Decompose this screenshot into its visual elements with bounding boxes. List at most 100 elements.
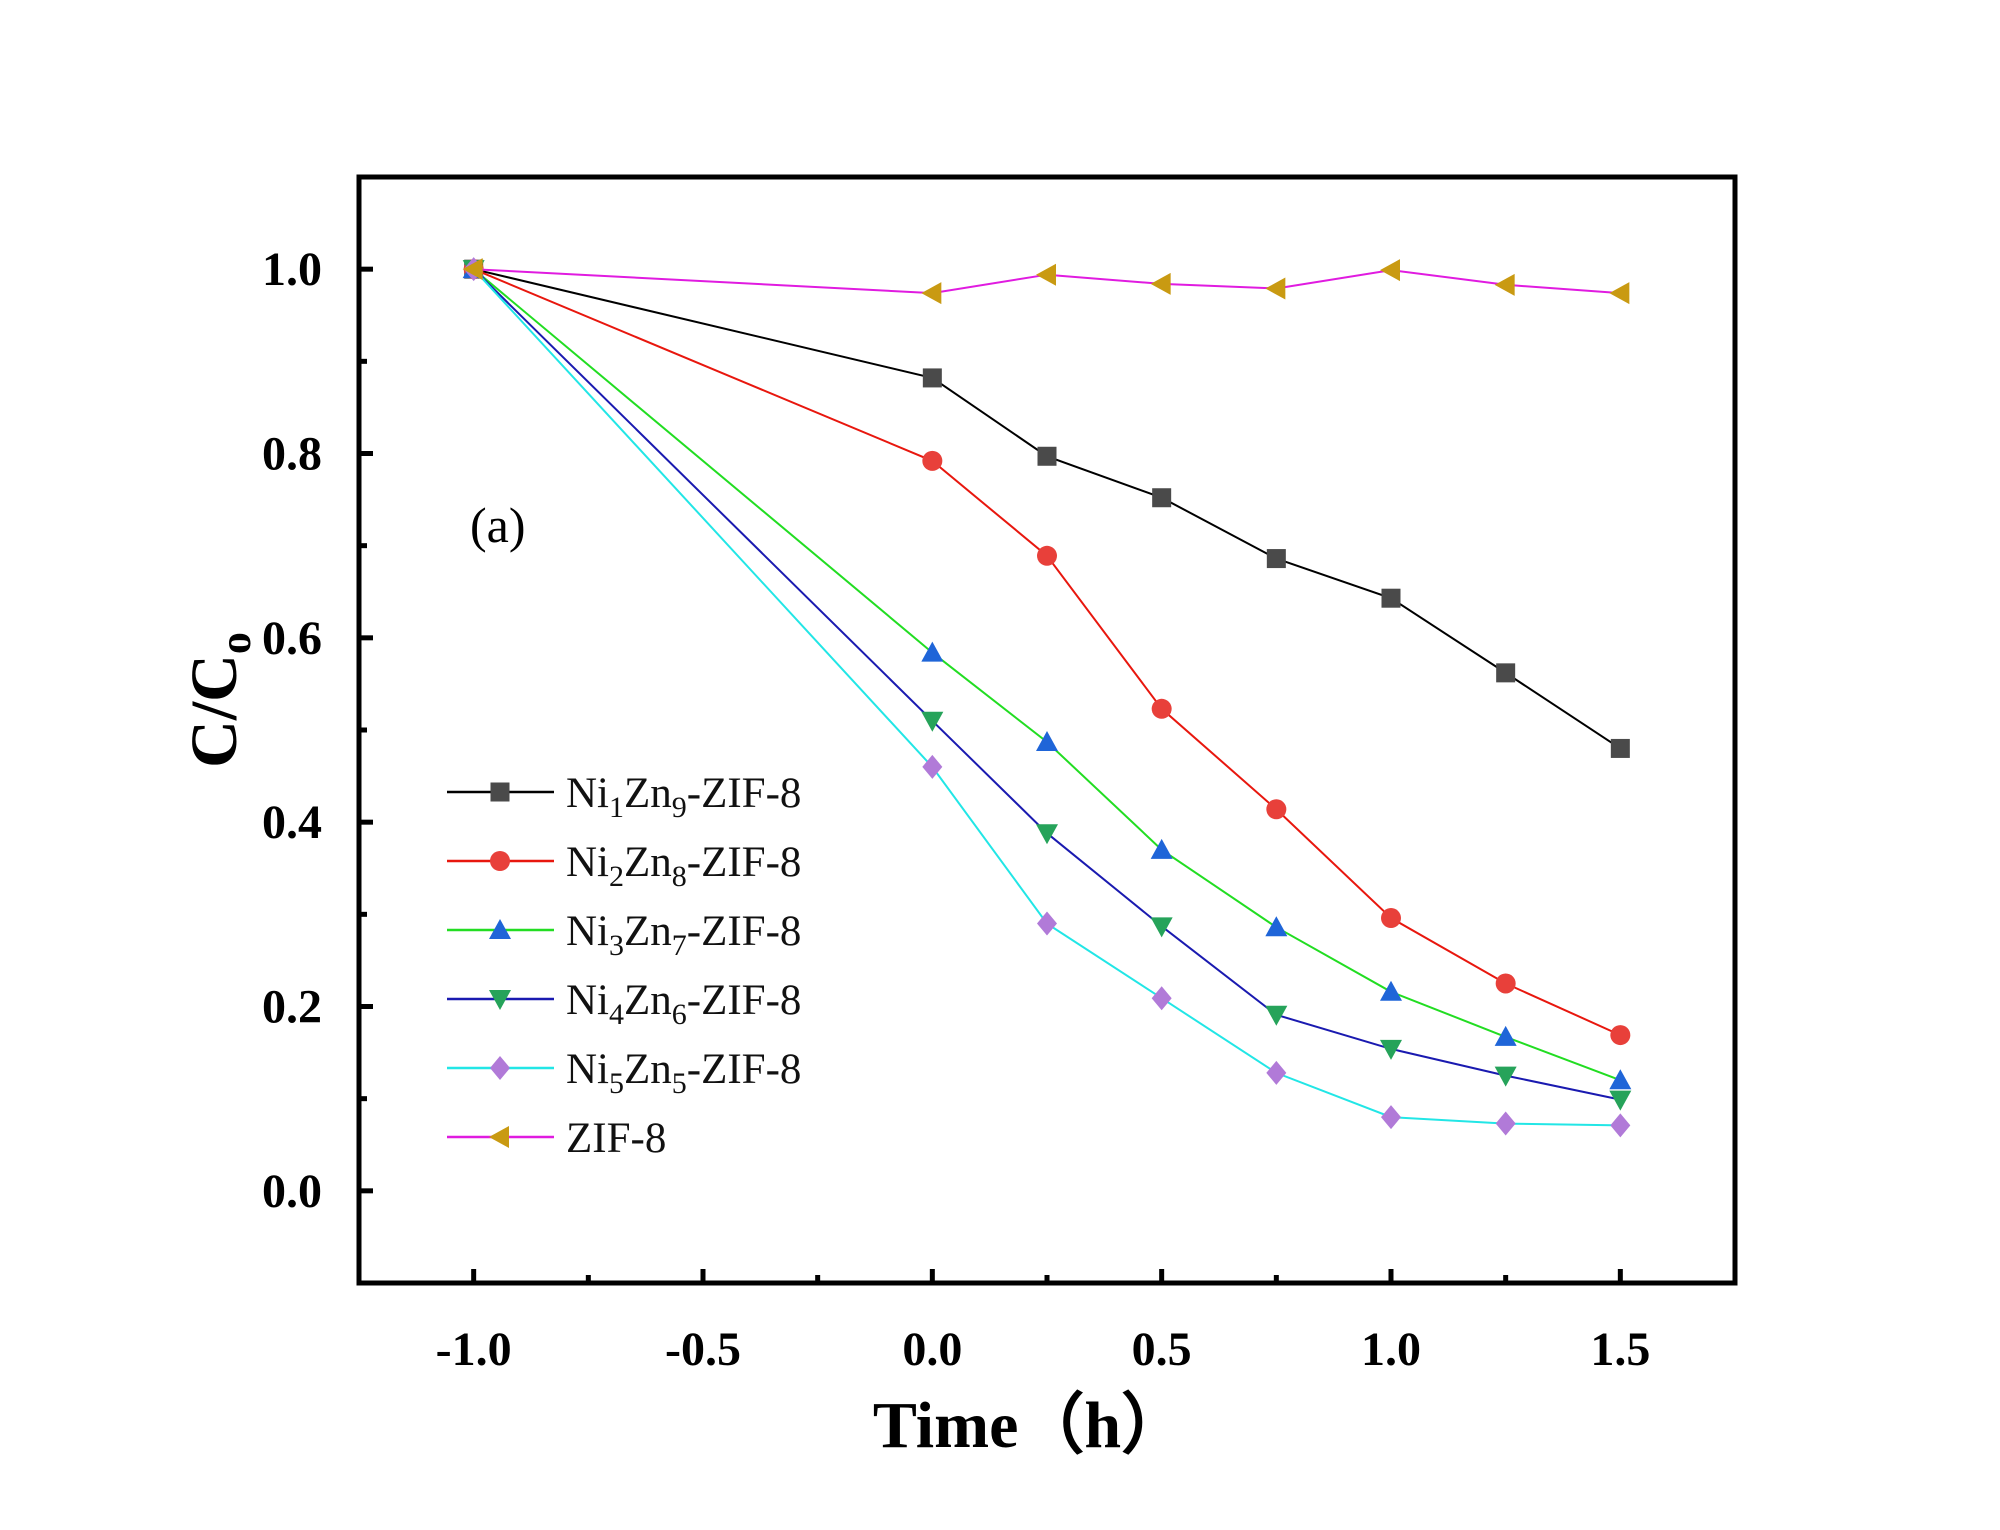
data-point <box>921 282 942 305</box>
legend-marker <box>490 851 510 871</box>
legend-label-subscript: 5 <box>672 1067 687 1100</box>
legend-label: ZIF-8 <box>566 1115 666 1162</box>
series-ZIF-8 <box>462 258 1630 305</box>
axis-ticks <box>359 266 1623 1283</box>
data-point <box>1380 1039 1402 1060</box>
y-tick-label: 0.4 <box>262 796 322 849</box>
data-point <box>921 711 944 732</box>
data-point <box>922 754 943 779</box>
legend-label-subscript: 3 <box>609 929 624 962</box>
series-layer <box>462 257 1632 1138</box>
data-point <box>1150 917 1173 938</box>
data-point <box>1610 738 1630 758</box>
x-tick-label: -1.0 <box>436 1323 512 1376</box>
legend-label-part: -ZIF-8 <box>687 839 802 886</box>
data-point <box>1610 1025 1631 1046</box>
legend-marker <box>490 782 510 802</box>
data-point <box>1266 1060 1287 1085</box>
legend-label-part: -ZIF-8 <box>687 977 802 1024</box>
data-point <box>1037 446 1057 466</box>
data-point <box>1266 549 1286 569</box>
legend-label-subscript: 2 <box>609 860 624 893</box>
legend-label: Ni3Zn7-ZIF-8 <box>566 908 801 962</box>
legend-label-part: Ni <box>566 770 609 817</box>
data-point <box>1037 911 1057 936</box>
data-point <box>1150 838 1173 859</box>
data-point <box>1151 698 1172 719</box>
data-point <box>1036 263 1056 286</box>
legend-label-part: Ni <box>566 1046 609 1093</box>
series-Ni2Zn8-ZIF-8 <box>463 259 1631 1046</box>
data-point <box>1381 908 1401 929</box>
legend-label-subscript: 8 <box>672 860 687 893</box>
y-tick-label: 0.6 <box>262 612 322 665</box>
legend: Ni1Zn9-ZIF-8Ni2Zn8-ZIF-8Ni3Zn7-ZIF-8Ni4Z… <box>447 770 801 1162</box>
data-point <box>922 450 943 471</box>
data-point <box>1151 986 1172 1011</box>
data-point <box>1495 973 1516 994</box>
legend-entry: Ni5Zn5-ZIF-8 <box>447 1046 801 1100</box>
data-point <box>462 258 483 281</box>
data-point <box>1494 1025 1517 1046</box>
legend-marker <box>489 919 511 939</box>
legend-label: Ni2Zn8-ZIF-8 <box>566 839 801 893</box>
data-point <box>1152 488 1172 508</box>
legend-label-part: -ZIF-8 <box>687 908 802 955</box>
legend-entry: Ni2Zn8-ZIF-8 <box>447 839 801 893</box>
legend-label-part: Zn <box>624 977 672 1024</box>
x-axis-title: Time（h） <box>873 1388 1187 1462</box>
legend-label-part: Zn <box>624 1046 672 1093</box>
data-point <box>1380 980 1402 1001</box>
data-point <box>1494 1066 1517 1087</box>
data-point <box>1380 259 1400 282</box>
legend-label: Ni1Zn9-ZIF-8 <box>566 770 801 824</box>
axis-tick-labels: -1.0 -0.5 0.0 0.5 1.0 1.5 0.0 0.2 0.4 0.6 0.8 1.0 <box>262 243 1650 1376</box>
x-tick-label: -0.5 <box>665 1323 741 1376</box>
legend-label-part: Ni <box>566 977 609 1024</box>
data-point <box>1609 282 1630 305</box>
data-point <box>921 641 944 662</box>
y-tick-label: 0.0 <box>262 1165 322 1218</box>
legend-label-part: Zn <box>624 839 672 886</box>
legend-label-subscript: 7 <box>672 929 687 962</box>
y-tick-label: 0.2 <box>262 981 322 1034</box>
series-line <box>473 268 1621 750</box>
legend-label-part: ZIF-8 <box>566 1115 666 1162</box>
data-point <box>1037 545 1057 566</box>
x-tick-label: 0.5 <box>1132 1323 1192 1376</box>
legend-label-subscript: 6 <box>672 998 687 1031</box>
plot-frame <box>356 174 1738 1286</box>
legend-label-subscript: 5 <box>609 1067 624 1100</box>
series-line <box>473 268 1621 295</box>
data-point <box>1494 273 1515 296</box>
legend-entry: Ni1Zn9-ZIF-8 <box>447 770 801 824</box>
legend-label-part: -ZIF-8 <box>687 1046 802 1093</box>
legend-label-part: Zn <box>624 770 672 817</box>
legend-label-subscript: 1 <box>609 791 624 824</box>
legend-entry: Ni4Zn6-ZIF-8 <box>447 977 801 1031</box>
y-axis-title-subscript: o <box>211 632 260 654</box>
data-point <box>1036 730 1058 751</box>
series-Ni4Zn6-ZIF-8 <box>462 260 1632 1111</box>
legend-label-part: -ZIF-8 <box>687 770 802 817</box>
y-tick-label: 1.0 <box>262 243 322 296</box>
legend-label: Ni5Zn5-ZIF-8 <box>566 1046 801 1100</box>
data-point <box>1496 663 1516 683</box>
data-point <box>1609 1069 1632 1090</box>
data-point <box>1150 272 1171 295</box>
y-axis-title-main: C/C <box>178 654 251 768</box>
legend-label: Ni4Zn6-ZIF-8 <box>566 977 801 1031</box>
y-axis-title: C/Co <box>178 632 260 768</box>
data-point <box>1265 277 1286 300</box>
legend-entry: Ni3Zn7-ZIF-8 <box>447 908 801 962</box>
y-tick-label: 0.8 <box>262 428 322 481</box>
data-point <box>1381 1105 1401 1130</box>
data-point <box>1495 1111 1516 1136</box>
legend-label-subscript: 9 <box>672 791 687 824</box>
panel-annotation: (a) <box>470 497 526 553</box>
legend-marker <box>489 990 511 1010</box>
data-point <box>1265 1005 1288 1026</box>
data-point <box>922 368 942 388</box>
data-point <box>1265 916 1288 937</box>
